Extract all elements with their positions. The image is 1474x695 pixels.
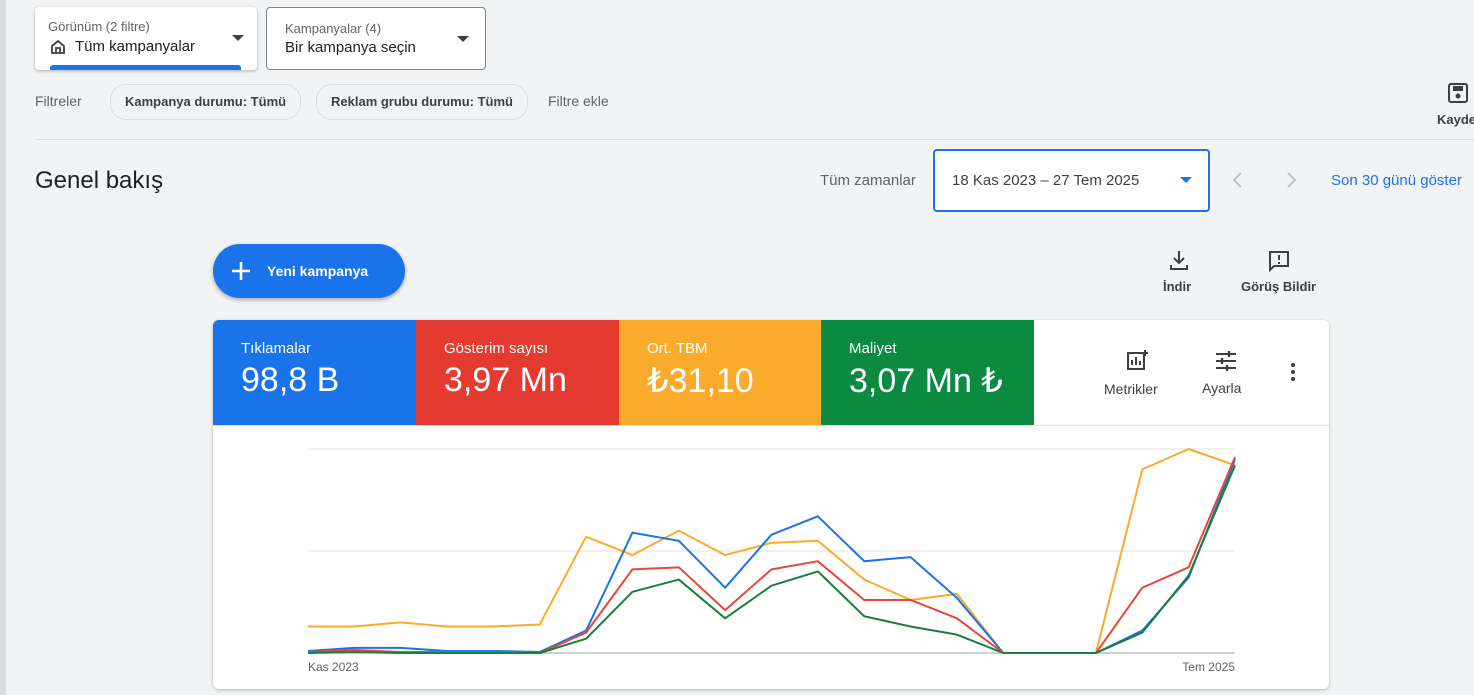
scorecard-name: Ort. TBM bbox=[647, 340, 708, 357]
scorecard[interactable]: Ort. TBM ₺31,10 bbox=[619, 320, 821, 425]
chart: Kas 2023 Tem 2025 bbox=[307, 448, 1236, 674]
new-campaign-button[interactable]: Yeni kampanya bbox=[213, 244, 405, 298]
scorecard[interactable]: Tıklamalar 98,8 B bbox=[213, 320, 416, 425]
scorecard-value: 98,8 B bbox=[241, 361, 340, 399]
download-icon[interactable] bbox=[1168, 249, 1190, 271]
download-label[interactable]: İndir bbox=[1163, 279, 1192, 294]
x-tick-label: Tem 2025 bbox=[1182, 660, 1235, 674]
scorecard[interactable]: Maliyet 3,07 Mn ₺ bbox=[821, 320, 1034, 425]
more-menu[interactable] bbox=[1287, 362, 1299, 384]
filter-chip[interactable]: Reklam grubu durumu: Tümü bbox=[316, 84, 528, 120]
prev-button[interactable] bbox=[1228, 170, 1248, 190]
caret bbox=[1180, 177, 1192, 183]
feedback-label[interactable]: Görüş Bildir bbox=[1241, 279, 1317, 294]
save-icon[interactable] bbox=[1447, 82, 1469, 104]
view-dropdown[interactable]: Görünüm (2 filtre) Tüm kampanyalar bbox=[35, 7, 257, 70]
series-line bbox=[307, 456, 1236, 654]
metrics-label[interactable]: Metrikler bbox=[1104, 381, 1158, 397]
new-campaign-label: Yeni kampanya bbox=[267, 263, 369, 279]
next-button[interactable] bbox=[1281, 170, 1301, 190]
series-line bbox=[307, 458, 1236, 654]
view-value: Tüm kampanyalar bbox=[75, 38, 196, 55]
x-tick-label: Kas 2023 bbox=[308, 660, 359, 674]
filter-chip[interactable]: Kampanya durumu: Tümü bbox=[110, 84, 302, 120]
divider bbox=[35, 139, 1474, 140]
page-title: Genel bakış bbox=[35, 167, 164, 194]
plus-icon bbox=[232, 262, 250, 280]
scorecard-name: Maliyet bbox=[849, 340, 897, 357]
series-line bbox=[307, 464, 1236, 654]
scorecard-name: Gösterim sayısı bbox=[444, 340, 549, 357]
caret bbox=[232, 35, 244, 41]
metrics-icon[interactable] bbox=[1126, 349, 1150, 373]
feedback-icon[interactable] bbox=[1267, 249, 1291, 273]
campaign-label: Kampanyalar (4) bbox=[285, 21, 382, 36]
card-divider bbox=[213, 425, 1329, 426]
adjust-label[interactable]: Ayarla bbox=[1202, 380, 1242, 396]
scorecard-value: ₺31,10 bbox=[647, 362, 754, 400]
save-label[interactable]: Kayde bbox=[1437, 112, 1474, 127]
home-icon bbox=[51, 39, 65, 54]
scorecard-value: 3,97 Mn bbox=[444, 361, 567, 399]
scorecard[interactable]: Gösterim sayısı 3,97 Mn bbox=[416, 320, 619, 425]
caret bbox=[457, 36, 469, 42]
left-rail bbox=[0, 0, 6, 695]
campaign-dropdown[interactable]: Kampanyalar (4) Bir kampanya seçin bbox=[266, 7, 486, 70]
last30-link[interactable]: Son 30 günü göster bbox=[1331, 172, 1462, 189]
add-filter[interactable]: Filtre ekle bbox=[548, 93, 609, 109]
adjust-icon[interactable] bbox=[1214, 349, 1238, 373]
view-label: Görünüm (2 filtre) bbox=[48, 19, 150, 34]
range-label: Tüm zamanlar bbox=[820, 172, 916, 189]
scorecard-value: 3,07 Mn ₺ bbox=[849, 362, 1003, 400]
date-picker[interactable]: 18 Kas 2023 – 27 Tem 2025 bbox=[933, 149, 1210, 212]
active-indicator bbox=[50, 65, 241, 70]
filters-label: Filtreler bbox=[35, 93, 82, 109]
campaign-value: Bir kampanya seçin bbox=[285, 39, 416, 56]
date-range: 18 Kas 2023 – 27 Tem 2025 bbox=[952, 172, 1140, 189]
scorecard-name: Tıklamalar bbox=[241, 340, 312, 357]
